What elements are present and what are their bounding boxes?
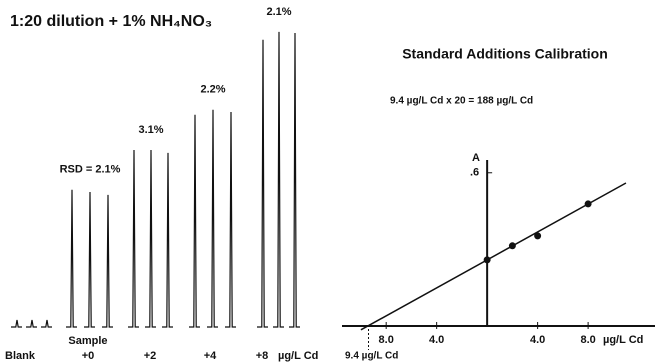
point: [483, 256, 491, 264]
x-axis-label: µg/L Cd: [603, 334, 643, 346]
group-label: +4: [204, 350, 217, 362]
group-label: +2: [144, 350, 157, 362]
point: [584, 200, 592, 208]
x-tick-label: 8.0: [580, 334, 595, 346]
peak: [289, 32, 300, 328]
peak: [84, 192, 95, 328]
intercept-label: 9.4 µg/L Cd: [345, 351, 398, 362]
x-tick-label: 4.0: [530, 334, 545, 346]
peak: [162, 152, 173, 328]
peak: [66, 189, 77, 328]
peak: [128, 150, 139, 328]
annotation: 9.4 µg/L Cd x 20 = 188 µg/L Cd: [390, 96, 533, 107]
point: [534, 232, 542, 240]
peak: [257, 39, 268, 328]
peak: [26, 319, 37, 328]
unit-label: µg/L Cd: [278, 350, 318, 362]
peak: [207, 109, 218, 328]
peak: [102, 194, 113, 328]
rsd-label: 3.1%: [138, 124, 163, 136]
peak: [11, 319, 22, 328]
peak: [273, 31, 284, 328]
group-label: Blank: [5, 350, 36, 362]
peak: [145, 150, 156, 328]
y-tick-label: .6: [470, 167, 479, 179]
right-title: Standard Additions Calibration: [402, 46, 608, 62]
peak: [225, 111, 236, 328]
rsd-label: 2.2%: [200, 84, 225, 96]
x-tick-label: 8.0: [379, 334, 394, 346]
y-axis-label: A: [472, 152, 480, 164]
rsd-label: 2.1%: [266, 6, 291, 18]
left-title: 1:20 dilution + 1% NH₄NO₃: [10, 13, 212, 30]
group-label: +8: [256, 350, 269, 362]
x-tick-label: 4.0: [429, 334, 444, 346]
group-label: +0: [82, 350, 95, 362]
peak: [189, 114, 200, 328]
fit-line: [360, 182, 627, 331]
rsd-label: RSD = 2.1%: [60, 164, 121, 176]
peak: [41, 319, 52, 328]
point: [508, 242, 516, 250]
sample-label: Sample: [68, 335, 107, 347]
